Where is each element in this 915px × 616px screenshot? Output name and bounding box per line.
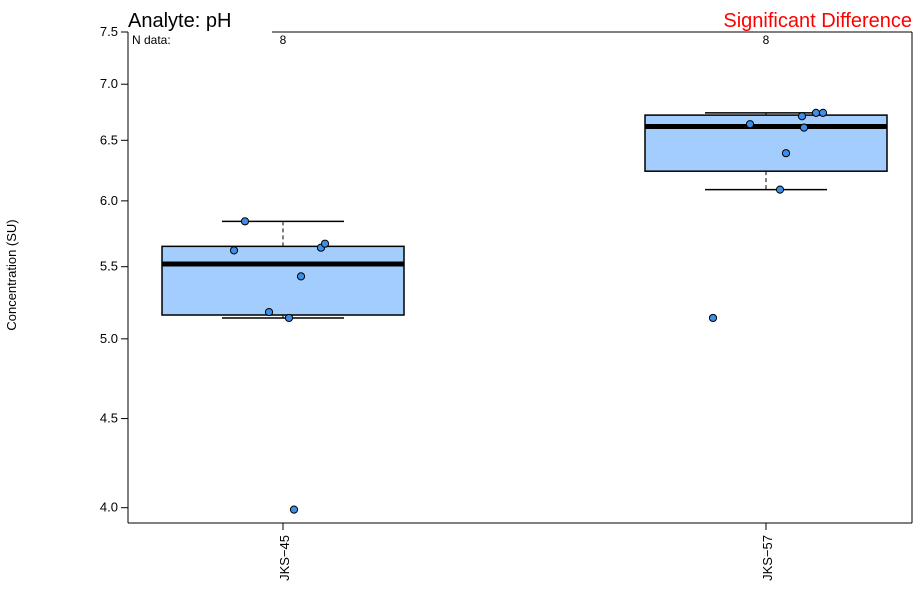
- data-point: [264, 307, 274, 317]
- data-point: [797, 112, 807, 121]
- box-iqr: [644, 114, 888, 172]
- chart-title: Analyte: pH: [128, 10, 231, 32]
- plot-area: 4.0 4.5 5.0 5.5 6.0 6.5 7.0 7.5 JKS−45 8 JKS−57 8: [100, 24, 913, 581]
- n-count-label: 8: [763, 33, 770, 47]
- box-iqr: [161, 245, 405, 316]
- data-point: [289, 505, 299, 514]
- x-tick-label: JKS−57: [760, 535, 775, 581]
- y-tick-label: 4.5: [100, 411, 118, 426]
- n-count-label: 8: [280, 33, 287, 47]
- y-tick-label: 7.0: [100, 76, 118, 91]
- data-point: [320, 239, 330, 248]
- data-point: [781, 149, 791, 158]
- significance-annotation: Significant Difference: [723, 10, 912, 32]
- data-point: [811, 108, 821, 117]
- data-point: [240, 217, 250, 226]
- data-point: [708, 313, 718, 323]
- y-tick-label: 5.5: [100, 259, 118, 274]
- y-tick-label: 7.5: [100, 24, 118, 39]
- data-point: [229, 246, 239, 255]
- y-tick-label: 6.5: [100, 132, 118, 147]
- data-point: [745, 120, 755, 129]
- x-tick-label: JKS−45: [277, 535, 292, 581]
- data-point: [799, 123, 809, 132]
- y-tick-label: 6.0: [100, 193, 118, 208]
- y-axis-label: Concentration (SU): [4, 219, 19, 330]
- data-point: [284, 313, 294, 323]
- n-data-label: N data:: [132, 33, 171, 47]
- data-point: [775, 185, 785, 194]
- y-tick-label: 4.0: [100, 500, 118, 515]
- y-tick-label: 5.0: [100, 331, 118, 346]
- data-point: [296, 272, 306, 281]
- data-point: [818, 108, 828, 117]
